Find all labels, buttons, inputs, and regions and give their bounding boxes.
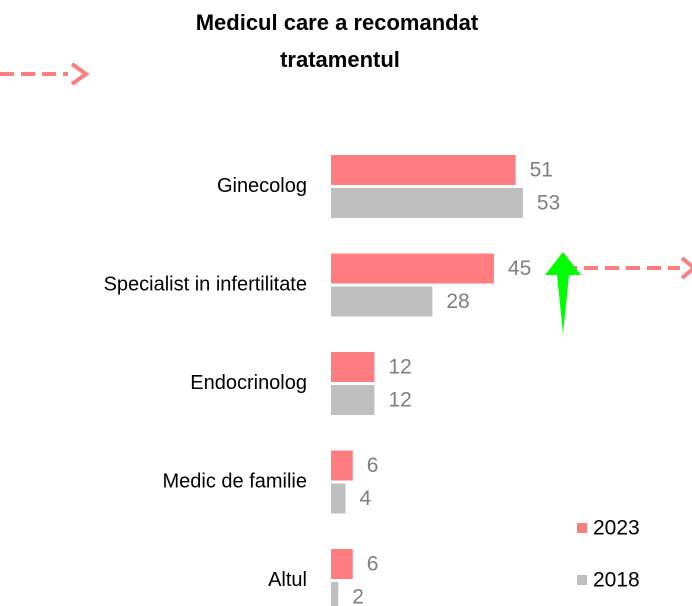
bar (331, 286, 433, 317)
title-line: Medicul care a recomandat (196, 10, 479, 35)
legend-label: 2018 (593, 569, 640, 592)
category-label: Ginecolog (217, 175, 307, 197)
value-label: 6 (367, 553, 379, 576)
value-label: 53 (537, 192, 560, 215)
decorative-arrow (0, 62, 90, 86)
legend-label: 2023 (593, 517, 640, 540)
bar (331, 582, 339, 606)
category-label: Endocrinolog (190, 372, 307, 394)
value-label: 12 (388, 356, 411, 379)
category-label: Specialist in infertilitate (104, 273, 307, 295)
value-label: 45 (508, 257, 531, 280)
decorative-arrow (545, 252, 581, 334)
category-label: Medic de familie (162, 470, 307, 492)
value-label: 6 (367, 454, 379, 477)
value-label: 12 (388, 389, 411, 412)
bar (331, 450, 353, 481)
value-label: 28 (446, 290, 469, 313)
legend-swatch (577, 575, 587, 585)
bar (331, 352, 375, 382)
value-label: 2 (352, 586, 364, 606)
decorative-arrow (563, 256, 692, 280)
value-label: 4 (359, 487, 371, 510)
bar (331, 483, 346, 514)
legend-swatch (577, 523, 587, 533)
value-label: 51 (530, 159, 553, 182)
bar (331, 155, 516, 185)
title-line: tratamentul (280, 47, 400, 72)
category-label: Altul (268, 569, 307, 591)
bar (331, 385, 375, 415)
bar (331, 188, 523, 218)
chart-title: Medicul care a recomandat tratamentul (196, 10, 485, 72)
bar (331, 549, 353, 579)
bar (331, 253, 494, 284)
